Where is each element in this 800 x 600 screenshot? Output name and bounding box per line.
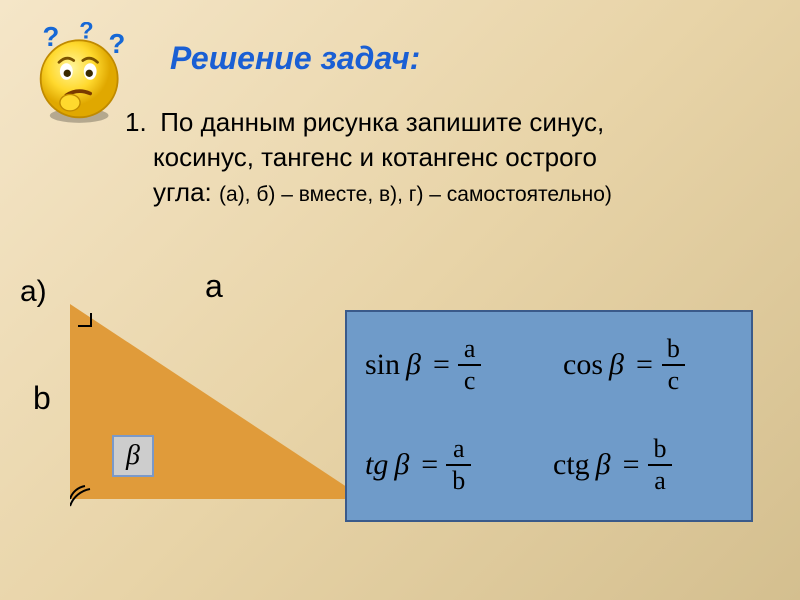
svg-text:?: ? bbox=[109, 28, 126, 59]
beta-symbol: β bbox=[126, 440, 140, 472]
beta-angle-box: β bbox=[112, 435, 154, 477]
task-text: 1. По данным рисунка запишите синус, кос… bbox=[125, 105, 755, 210]
task-number: 1. bbox=[125, 105, 153, 140]
formula-panel: sin β = a c cos β = b c tg β = a b ctg β… bbox=[345, 310, 753, 522]
formula-ctg: ctg β = b a bbox=[553, 436, 673, 494]
formula-cos: cos β = b c bbox=[563, 336, 686, 394]
formula-tg: tg β = a b bbox=[365, 436, 471, 494]
right-angle-mark bbox=[78, 313, 92, 327]
side-b-label: b bbox=[33, 380, 51, 417]
svg-text:?: ? bbox=[79, 22, 94, 45]
task-line3b: (а), б) – вместе, в), г) – самостоятельн… bbox=[219, 183, 612, 206]
angle-arc bbox=[70, 480, 110, 520]
page-title: Решение задач: bbox=[170, 40, 420, 77]
row-label: а) bbox=[20, 275, 47, 309]
task-line1: По данным рисунка запишите синус, bbox=[160, 107, 604, 137]
svg-text:?: ? bbox=[43, 22, 60, 52]
task-line3a: угла: bbox=[153, 177, 212, 207]
thinking-smiley-icon: ? ? ? bbox=[26, 22, 136, 132]
formula-sin: sin β = a c bbox=[365, 336, 481, 394]
task-line2: косинус, тангенс и котангенс острого bbox=[153, 142, 597, 172]
side-a-label: a bbox=[205, 268, 223, 305]
